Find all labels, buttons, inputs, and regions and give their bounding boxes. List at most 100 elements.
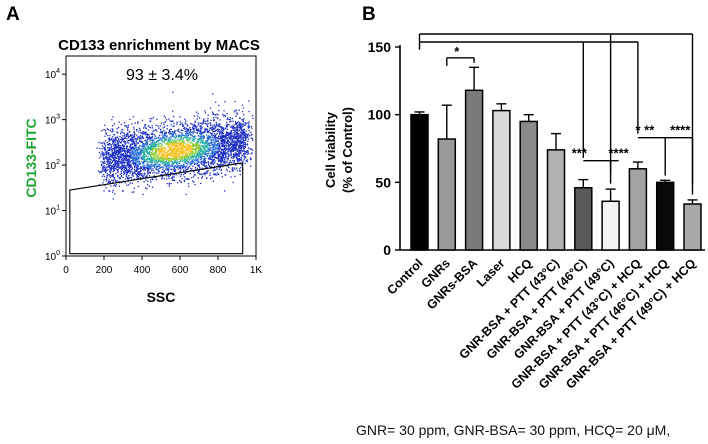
scatter-point (161, 134, 163, 136)
scatter-point (186, 163, 188, 165)
scatter-point (226, 124, 229, 126)
scatter-point (151, 127, 154, 129)
scatter-point (135, 140, 137, 142)
scatter-point (115, 152, 117, 154)
scatter-point (199, 166, 201, 168)
scatter-point (201, 173, 203, 176)
scatter-point (154, 144, 157, 146)
scatter-point (162, 127, 164, 129)
scatter-point (168, 153, 171, 155)
scatter-point (199, 168, 201, 170)
scatter-point (185, 193, 187, 196)
scatter-point (151, 135, 154, 137)
scatter-point (100, 171, 102, 173)
scatter-point (168, 131, 170, 133)
scatter-point (128, 139, 131, 141)
scatter-point (113, 177, 116, 180)
scatter-point (158, 138, 160, 140)
scatter-point (182, 137, 185, 140)
scatter-point (180, 142, 183, 145)
scatter-point (186, 157, 188, 159)
scatter-point (117, 164, 119, 166)
scatter-point (240, 148, 242, 150)
scatter-point (181, 151, 183, 153)
scatter-point (241, 135, 243, 137)
scatter-point (234, 111, 236, 113)
scatter-point (113, 147, 115, 149)
scatter-point (235, 148, 237, 150)
scatter-point (196, 138, 199, 141)
scatter-point (244, 162, 246, 164)
scatter-point (151, 162, 153, 164)
scatter-point (203, 146, 205, 149)
scatter-point (174, 179, 176, 182)
scatter-point (223, 148, 225, 151)
scatter-point (210, 147, 212, 149)
scatter-point (139, 135, 142, 137)
scatter-point (120, 170, 122, 173)
scatter-point (173, 176, 175, 178)
scatter-point (124, 161, 126, 164)
scatter-point (224, 158, 226, 160)
scatter-point (226, 133, 228, 135)
scatter-point (183, 135, 185, 137)
scatter-point (203, 149, 205, 151)
scatter-point (206, 150, 208, 153)
scatter-point (225, 150, 227, 152)
scatter-point (145, 176, 147, 179)
scatter-point (206, 131, 209, 134)
scatter-point (238, 154, 240, 156)
scatter-point (171, 142, 173, 144)
scatter-point (115, 138, 117, 140)
scatter-point (170, 124, 172, 126)
scatter-point (179, 136, 181, 138)
scatter-point (171, 143, 174, 145)
scatter-point (224, 151, 226, 153)
scatter-point (181, 160, 184, 162)
scatter-point (162, 167, 165, 169)
scatter-point (155, 129, 157, 131)
scatter-point (107, 164, 110, 166)
scatter-point (133, 163, 135, 165)
scatter-point (188, 146, 190, 149)
scatter-point (145, 139, 147, 142)
scatter-point (116, 180, 118, 182)
scatter-point (162, 160, 165, 162)
scatter-point (110, 144, 112, 146)
bar (464, 89, 484, 251)
scatter-point (219, 166, 221, 169)
scatter-point (147, 156, 149, 158)
scatter-point (114, 151, 116, 153)
scatter-point (183, 127, 185, 129)
scatter-point (139, 140, 141, 142)
scatter-point (143, 160, 145, 162)
scatter-point (111, 148, 114, 150)
scatter-point (176, 166, 179, 168)
scatter-point (243, 132, 246, 134)
scatter-point (193, 159, 196, 161)
scatter-point (108, 144, 110, 146)
scatter-point (193, 181, 195, 183)
scatter-point (170, 168, 172, 170)
scatter-point (175, 143, 177, 145)
scatter-point (200, 161, 202, 163)
scatter-point (178, 144, 180, 146)
scatter-point (128, 158, 130, 161)
scatter-point (238, 146, 240, 148)
scatter-point (136, 148, 138, 150)
scatter-point (209, 122, 211, 124)
scatter-point (186, 144, 188, 146)
scatter-point (221, 160, 224, 162)
scatter-point (225, 153, 227, 156)
scatter-point (224, 153, 226, 156)
scatter-point (142, 173, 144, 175)
scatter-point (138, 146, 140, 149)
scatter-point (209, 158, 212, 161)
scatter-point (141, 148, 143, 150)
scatter-point (105, 151, 107, 153)
scatter-point (103, 174, 105, 176)
scatter-point (123, 137, 125, 139)
scatter-point (152, 172, 154, 174)
scatter-point (227, 165, 229, 167)
scatter-point (130, 134, 132, 136)
